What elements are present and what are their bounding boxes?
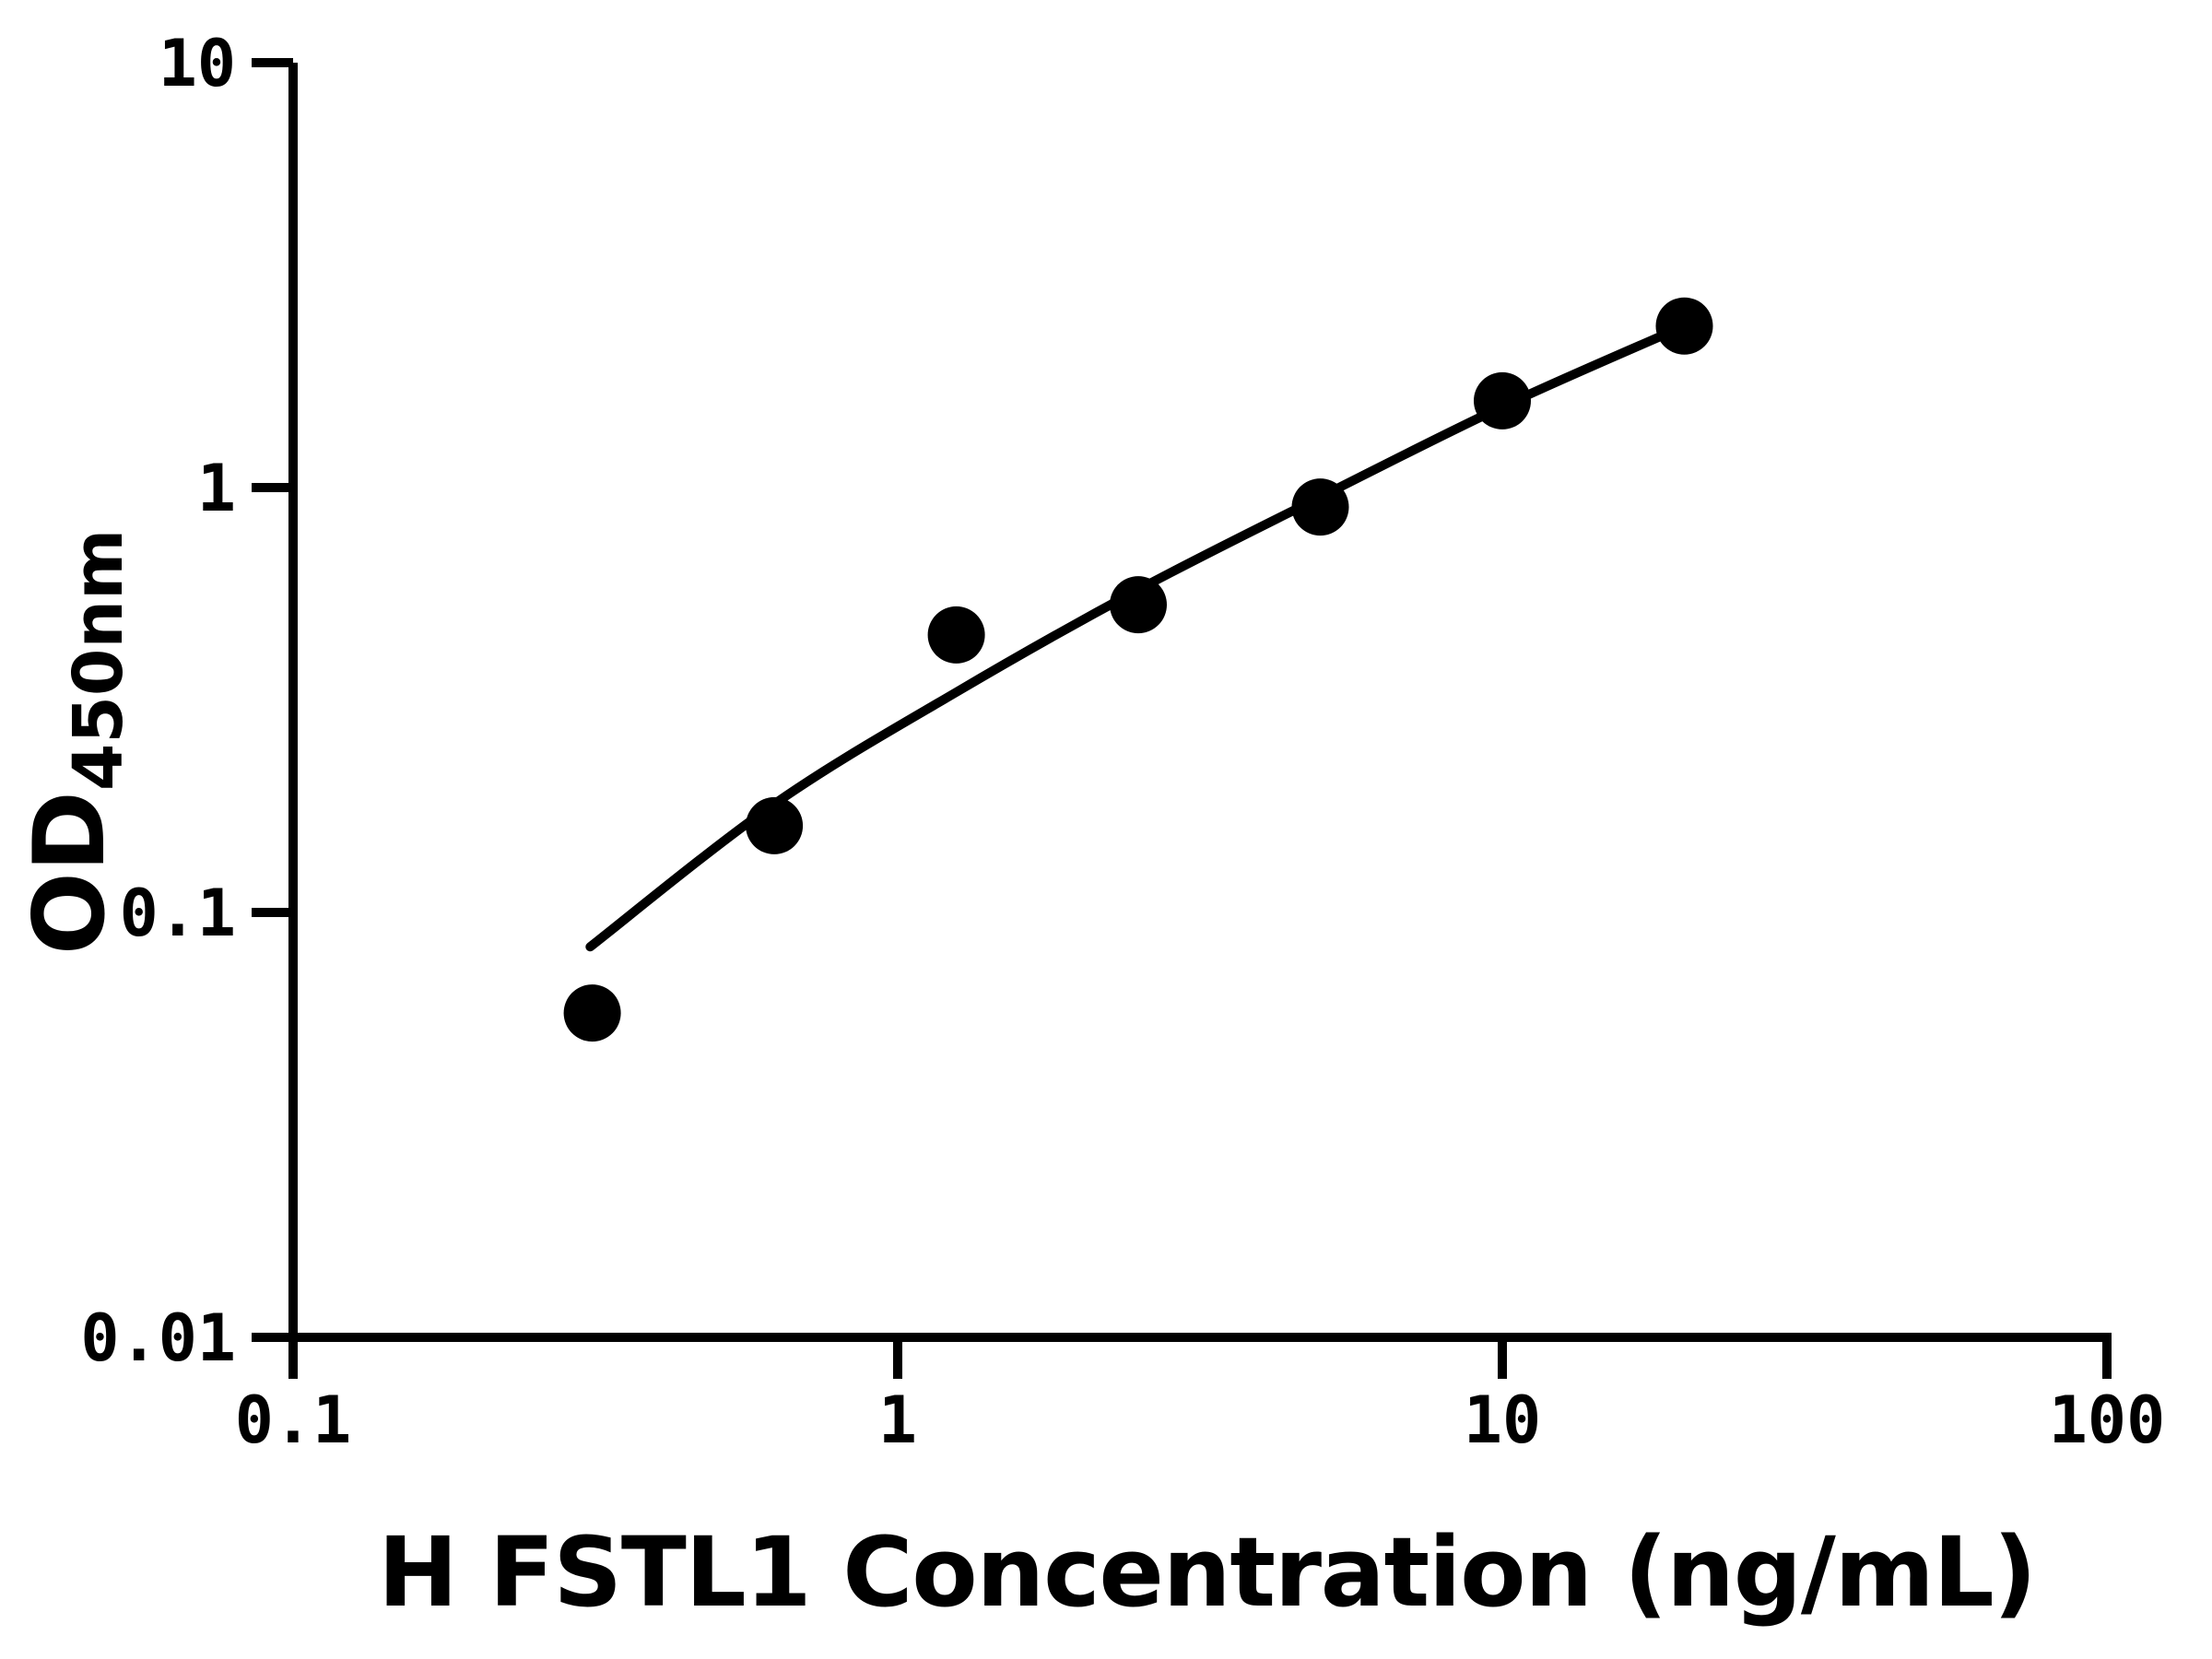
data-point bbox=[1110, 576, 1167, 634]
x-tick-label: 10 bbox=[1464, 1382, 1541, 1458]
data-point bbox=[1474, 371, 1531, 429]
data-point bbox=[563, 984, 621, 1042]
data-point bbox=[1291, 478, 1349, 536]
y-axis-title-main: OD bbox=[13, 791, 126, 955]
y-axis-title: OD450nm bbox=[13, 529, 138, 955]
axes bbox=[288, 63, 2112, 1342]
x-axis-title: H FSTL1 Concentration (ng/mL) bbox=[378, 1516, 2037, 1629]
y-tick-label: 1 bbox=[197, 451, 236, 526]
y-tick-label: 0.1 bbox=[120, 876, 236, 951]
x-tick-label: 0.1 bbox=[235, 1382, 351, 1458]
y-axis-title-subscript: 450nm bbox=[59, 529, 138, 791]
data-point bbox=[927, 606, 985, 664]
plot-area bbox=[563, 297, 1713, 1042]
y-tick-label: 0.01 bbox=[80, 1300, 236, 1376]
x-tick-label: 100 bbox=[2049, 1382, 2165, 1458]
x-tick-label: 1 bbox=[878, 1382, 917, 1458]
y-tick-label: 10 bbox=[159, 26, 236, 101]
data-point bbox=[1655, 297, 1713, 355]
axis-ticks bbox=[252, 58, 2112, 1379]
data-point bbox=[746, 796, 804, 854]
